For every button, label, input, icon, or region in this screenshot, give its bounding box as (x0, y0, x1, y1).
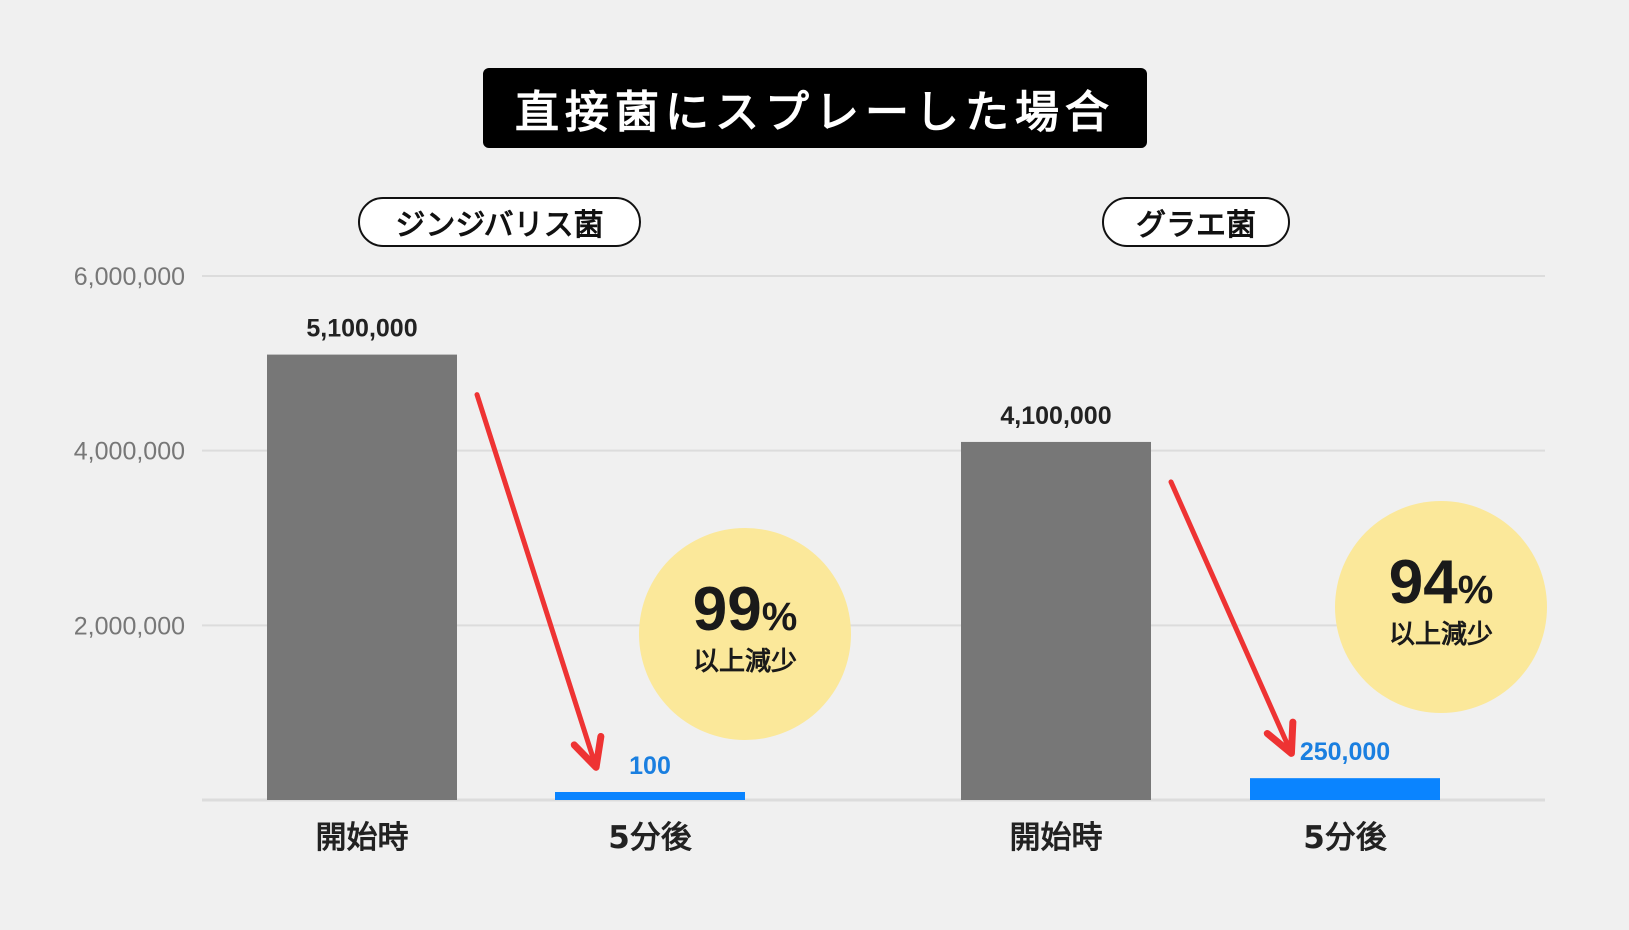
group-label-gingivalis: ジンジバリス菌 (358, 197, 641, 247)
data-label: 250,000 (1300, 738, 1390, 766)
y-tick-label: 2,000,000 (74, 612, 185, 640)
bar (555, 792, 745, 800)
data-label: 100 (629, 752, 671, 780)
reduction-percent: 99% (693, 575, 798, 644)
reduction-percent-value: 94 (1389, 548, 1458, 617)
bar (1250, 778, 1440, 800)
reduction-badge (1335, 501, 1547, 713)
reduction-percent-unit: % (1458, 568, 1494, 612)
group-label-gulae: グラエ菌 (1102, 197, 1290, 247)
reduction-percent-value: 99 (693, 575, 762, 644)
x-category-label: 開始時 (316, 820, 409, 856)
reduction-text: 以上減少 (1389, 620, 1493, 650)
decrease-arrow (474, 392, 605, 771)
x-category-label: 開始時 (1010, 820, 1103, 856)
data-label: 4,100,000 (1000, 402, 1111, 430)
bar (267, 354, 457, 800)
x-category-label: 5分後 (608, 820, 693, 856)
reduction-badge (639, 528, 851, 740)
reduction-percent-unit: % (762, 595, 798, 639)
chart-title-box: 直接菌にスプレーした場合 (483, 68, 1147, 148)
data-label: 5,100,000 (306, 315, 417, 343)
y-tick-label: 6,000,000 (74, 263, 185, 291)
y-tick-label: 4,000,000 (74, 438, 185, 466)
reduction-text: 以上減少 (693, 647, 797, 677)
bar (961, 441, 1151, 800)
chart-title: 直接菌にスプレーした場合 (515, 87, 1115, 138)
decrease-arrow (1168, 479, 1297, 757)
x-category-label: 5分後 (1303, 820, 1388, 856)
reduction-percent: 94% (1389, 548, 1494, 617)
